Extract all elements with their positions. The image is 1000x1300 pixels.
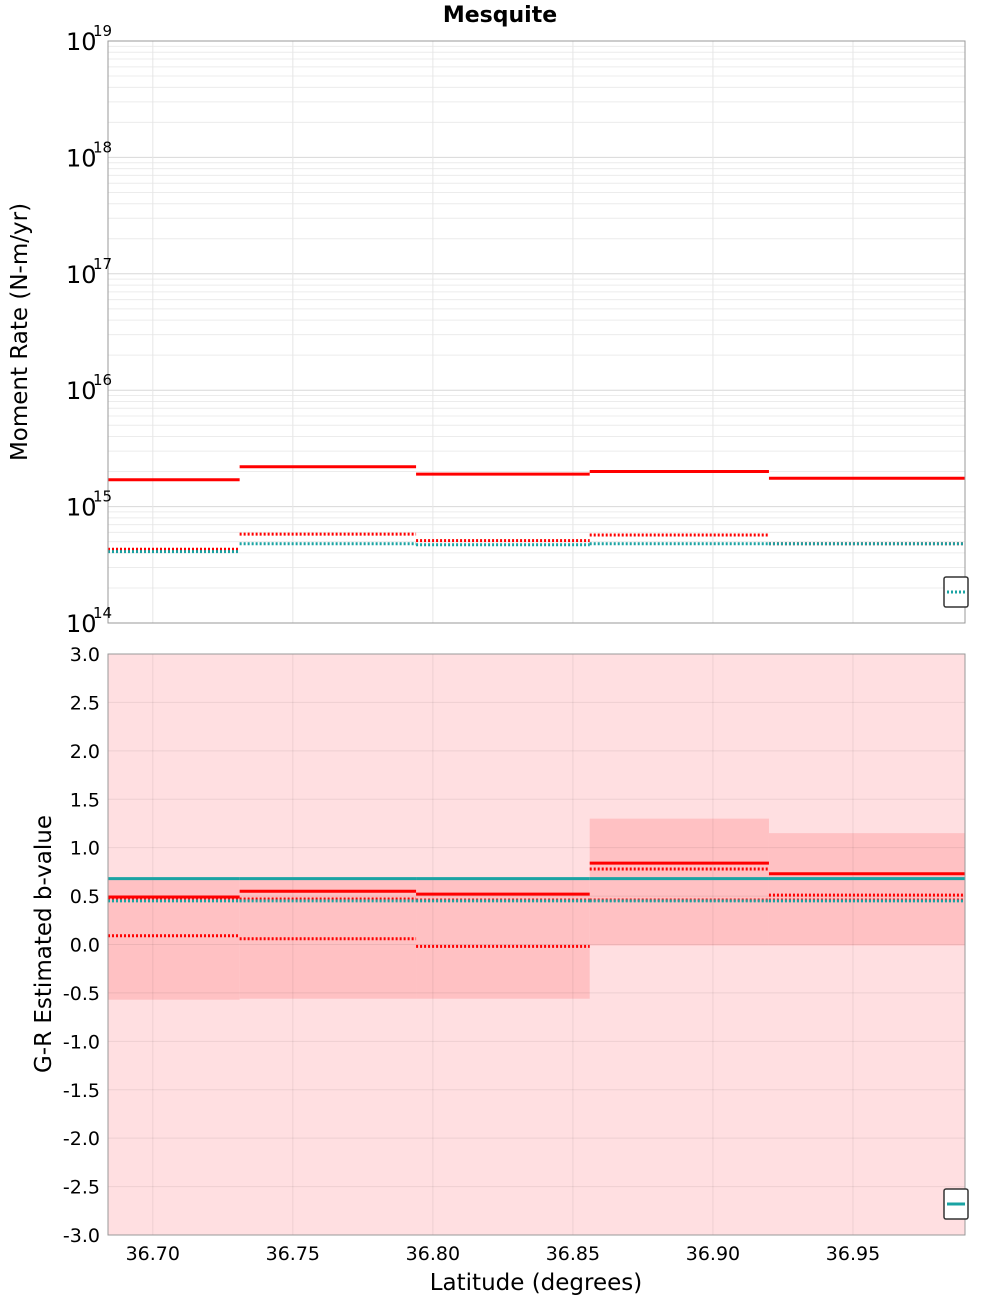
moment-y-axis-label: Moment Rate (N-m/yr): [7, 203, 33, 461]
b-value-bands: [108, 654, 965, 1235]
x-tick-label: 36.80: [406, 1243, 460, 1265]
b-value-y-tick-label: 0.5: [70, 886, 100, 908]
b-value-inner-band: [416, 878, 590, 999]
x-tick-label: 36.70: [126, 1243, 180, 1265]
x-tick-label: 36.90: [686, 1243, 740, 1265]
moment-y-tick-base: 10: [66, 610, 97, 638]
b-value-y-axis-label: G-R Estimated b-value: [31, 815, 57, 1073]
b-value-y-tick-label: 1.5: [70, 789, 100, 811]
moment-y-tick-exponent: 15: [93, 488, 112, 506]
moment-y-tick-exponent: 16: [93, 371, 112, 389]
x-tick-label: 36.85: [546, 1243, 600, 1265]
b-value-y-tick-label: -0.5: [63, 983, 100, 1005]
b-value-plot-frame: [107, 653, 966, 1236]
x-tick-label: 36.75: [266, 1243, 320, 1265]
moment-y-tick-exponent: 18: [93, 138, 112, 156]
moment-y-tick-exponent: 17: [93, 255, 112, 273]
moment-y-tick-base: 10: [66, 28, 97, 56]
moment-y-tick-base: 10: [66, 494, 97, 522]
moment-y-tick-exponent: 14: [93, 604, 112, 622]
b-value-y-tick-label: -1.5: [63, 1080, 100, 1102]
b-value-y-tick-label: 0.0: [70, 935, 100, 957]
moment-y-tick-base: 10: [66, 377, 97, 405]
b-value-panel: 3.0 2.5 2.0 1.5 1.0 0.5 0.0 -0.5 -1.0 -1.5 -2.0 -2.…: [31, 644, 969, 1296]
b-value-y-tick-label: -1.0: [63, 1031, 100, 1053]
moment-y-tick-exponent: 19: [93, 22, 112, 40]
b-value-y-tick-label: -2.0: [63, 1128, 100, 1150]
b-value-series: [108, 861, 965, 948]
b-value-y-tick-label: -3.0: [63, 1225, 100, 1247]
x-axis-label: Latitude (degrees): [430, 1270, 643, 1296]
b-value-inner-band: [589, 818, 769, 946]
moment-y-tick-base: 10: [66, 261, 97, 289]
moment-y-tick-base: 10: [66, 144, 97, 172]
moment-plot-frame: [107, 40, 966, 624]
b-value-y-tick-label: 1.0: [70, 838, 100, 860]
b-value-inner-band: [768, 833, 965, 946]
b-value-y-tick-label: -2.5: [63, 1177, 100, 1199]
b-value-x-ticks: 36.70 36.75 36.80 36.85 36.90 36.95: [126, 1243, 881, 1265]
moment-grid: [108, 40, 965, 624]
moment-plot-background: [108, 41, 965, 623]
b-value-y-ticks: 3.0 2.5 2.0 1.5 1.0 0.5 0.0 -0.5 -1.0 -1.5 -2.0 -2.…: [63, 644, 100, 1247]
chart-title: Mesquite: [443, 3, 557, 28]
b-value-y-tick-label: 2.0: [70, 741, 100, 763]
x-tick-label: 36.95: [826, 1243, 880, 1265]
moment-series: [108, 465, 965, 554]
b-value-y-tick-label: 2.5: [70, 692, 100, 714]
b-value-y-tick-label: 3.0: [70, 644, 100, 666]
